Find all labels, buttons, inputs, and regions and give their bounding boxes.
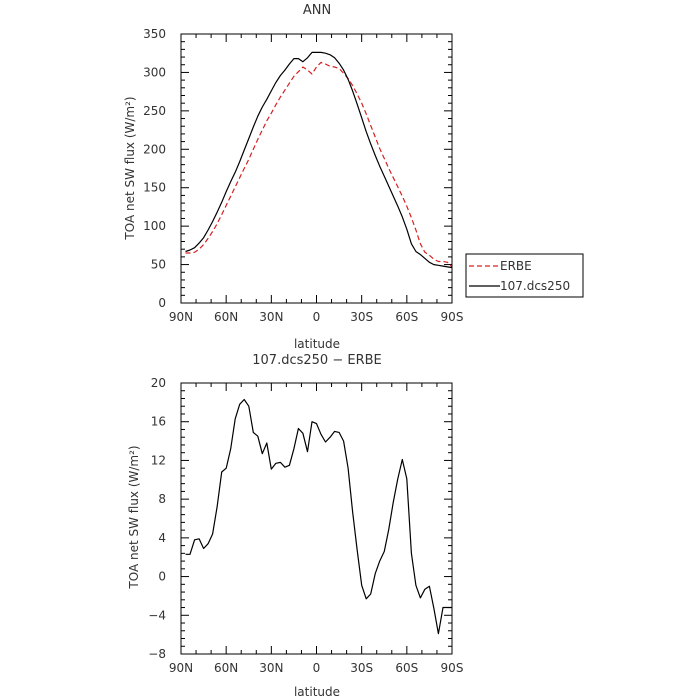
top-panel: ANN TOA net SW flux (W/m²) latitude 90N 6… [123,3,463,351]
legend: ERBE 107.dcs250 [465,253,584,298]
top-y-tick-label: 300 [143,65,166,79]
top-x-tick-label: 90N [169,310,193,324]
bottom-series [185,398,452,635]
bottom-x-tick-label: 60S [395,661,418,675]
top-x-tick-label: 30N [259,310,283,324]
top-series-line-107-dcs250 [185,51,453,269]
top-series [185,51,453,269]
top-ticks: 90N 60N 30N 0 30S 60S 90S 0 50 100 150 200 250 300 350 [143,27,463,324]
top-x-tick-label: 60S [395,310,418,324]
bottom-y-tick-label: 12 [151,453,166,467]
bottom-series-line-difference [185,398,452,635]
top-y-tick-label: 100 [143,219,166,233]
legend-box [465,253,584,298]
top-chart-title: ANN [303,3,331,18]
top-x-tick-label: 30S [350,310,373,324]
top-plot-frame [180,33,453,304]
top-x-tick-label: 0 [313,310,321,324]
bottom-x-tick-label: 90S [441,661,464,675]
bottom-y-tick-label: 16 [151,415,166,429]
top-x-axis-label: latitude [294,337,340,351]
bottom-y-tick-label: −4 [148,608,166,622]
top-y-tick-label: 200 [143,142,166,156]
top-series-line-erbe [185,61,453,268]
top-x-tick-label: 90S [441,310,464,324]
top-x-tick-label: 60N [214,310,238,324]
top-y-tick-label: 250 [143,104,166,118]
bottom-y-tick-label: −8 [148,647,166,661]
bottom-ticks: 90N 60N 30N 0 30S 60S 90S −8 −4 0 4 8 12 16 20 [148,376,463,675]
bottom-y-tick-label: 20 [151,376,166,390]
top-y-axis-label: TOA net SW flux (W/m²) [123,96,137,240]
bottom-panel: 107.dcs250 − ERBE TOA net SW flux (W/m²)… [127,353,463,699]
top-y-tick-label: 0 [158,296,166,310]
top-y-tick-label: 50 [151,258,166,272]
bottom-x-axis-label: latitude [294,685,340,699]
bottom-y-tick-label: 4 [158,531,166,545]
top-y-tick-label: 350 [143,27,166,41]
bottom-y-tick-label: 8 [158,492,166,506]
bottom-y-axis-label: TOA net SW flux (W/m²) [127,445,141,589]
bottom-x-tick-label: 90N [169,661,193,675]
bottom-plot-frame [180,382,453,655]
top-y-tick-label: 150 [143,181,166,195]
legend-label-model: 107.dcs250 [500,279,570,293]
legend-label-erbe: ERBE [500,259,532,273]
bottom-y-tick-label: 0 [158,570,166,584]
bottom-x-tick-label: 30S [350,661,373,675]
bottom-x-tick-label: 60N [214,661,238,675]
bottom-chart-title: 107.dcs250 − ERBE [252,353,381,368]
bottom-x-tick-label: 30N [259,661,283,675]
bottom-x-tick-label: 0 [313,661,321,675]
